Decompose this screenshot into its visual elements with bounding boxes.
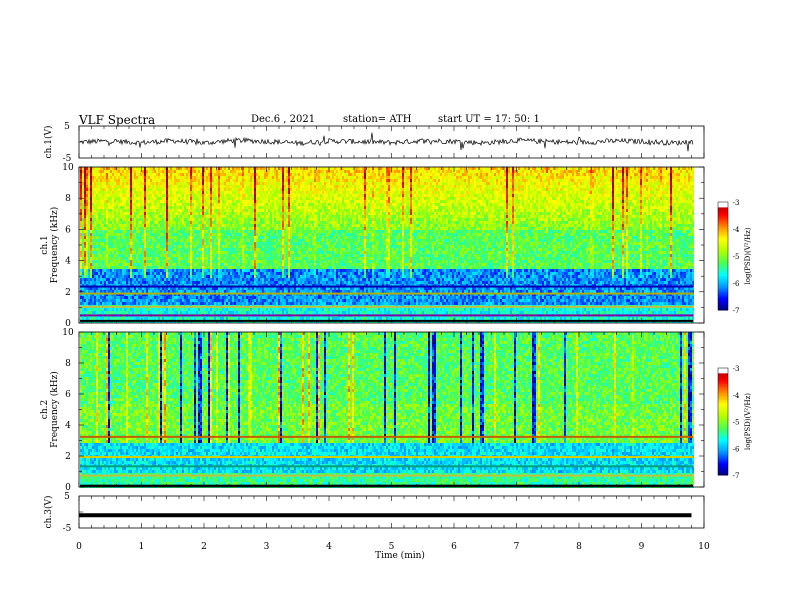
y-tick-label: -5: [63, 524, 72, 534]
y-tick-label: 2: [65, 288, 71, 298]
colorbar-tick-label: -6: [733, 445, 740, 453]
colorbar-frame: [717, 201, 729, 311]
y-tick-label: 6: [65, 390, 71, 400]
colorbar-tick-label: -4: [733, 226, 740, 234]
spectral-band: [80, 435, 693, 438]
y-tick-label: 2: [65, 452, 71, 462]
x-tick-label: 2: [201, 542, 207, 552]
y-tick-label: -5: [63, 154, 72, 164]
colorbar: [718, 368, 728, 476]
x-tick-label: 3: [264, 542, 270, 552]
x-tick-label: 5: [389, 542, 395, 552]
colorbar: [718, 202, 728, 311]
ch1-waveform-trace: [79, 132, 694, 152]
x-tick-label: 6: [451, 542, 457, 552]
colorbar-label: log(PSD)(V²/Hz): [744, 227, 752, 284]
spectral-band: [80, 314, 693, 317]
colorbar-tick-label: -3: [733, 365, 740, 373]
y-tick-label: 5: [64, 492, 70, 502]
spectrogram-image: [80, 167, 694, 323]
chart-title: VLF Spectra: [79, 113, 155, 127]
y-axis-label: ch.2: [40, 400, 50, 419]
spectral-band: [80, 465, 693, 468]
colorbar-label: log(PSD)(V²/Hz): [744, 393, 752, 450]
y-tick-label: 10: [62, 163, 74, 173]
start-time-label: start UT = 17: 50: 1: [438, 114, 540, 125]
colorbar-tick-label: -4: [733, 392, 740, 400]
x-tick-label: 10: [698, 542, 710, 552]
station-label: station= ATH: [343, 114, 411, 125]
y-axis-label: ch.3(V): [43, 496, 54, 529]
colorbar-tick-label: -5: [733, 253, 740, 261]
spectral-band: [80, 285, 693, 288]
y-tick-label: 5: [64, 122, 70, 132]
y-tick-label: 8: [65, 359, 71, 369]
x-tick-label: 8: [576, 542, 582, 552]
spectral-band: [80, 456, 693, 458]
x-tick-label: 0: [76, 542, 82, 552]
colorbar-tick-label: -7: [733, 472, 740, 480]
colorbar-tick-label: -5: [733, 419, 740, 427]
y-tick-label: 10: [62, 328, 74, 338]
colorbar-frame: [717, 367, 729, 476]
spectral-band: [80, 292, 693, 295]
y-axis-label: ch.1(V): [43, 126, 54, 159]
spectral-band: [80, 484, 693, 487]
date-label: Dec.6 , 2021: [251, 114, 315, 125]
colorbar-tick-label: -3: [733, 199, 740, 207]
colorbar-tick-label: -7: [733, 307, 740, 315]
x-tick-label: 1: [139, 542, 145, 552]
spectrogram-image: [80, 332, 694, 488]
y-tick-label: 6: [65, 225, 71, 235]
y-tick-label: 4: [65, 421, 71, 431]
colorbar-tick-label: -6: [733, 280, 740, 288]
x-tick-label: 7: [514, 542, 520, 552]
spectral-band: [80, 319, 693, 322]
y-tick-label: 0: [65, 319, 71, 329]
x-axis-label: Time (min): [375, 550, 425, 561]
spectral-band: [80, 474, 693, 477]
y-axis-label: ch.1: [40, 235, 50, 254]
spectral-band: [80, 305, 693, 308]
y-tick-label: 8: [65, 194, 71, 204]
y-tick-label: 0: [65, 483, 71, 493]
x-tick-label: 9: [639, 542, 645, 552]
y-axis-label: Frequency (kHz): [49, 207, 60, 284]
x-tick-label: 4: [326, 542, 332, 552]
y-axis-label: Frequency (kHz): [49, 371, 60, 448]
y-tick-label: 4: [65, 257, 71, 267]
